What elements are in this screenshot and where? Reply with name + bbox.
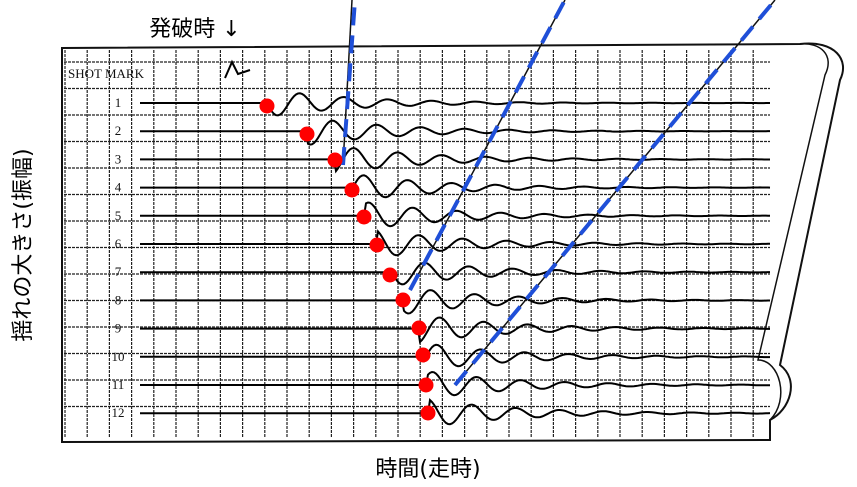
arrival-dot (370, 238, 385, 253)
trace-label: 5 (115, 208, 122, 223)
trace-label: 1 (115, 95, 122, 110)
trace-label: 8 (115, 292, 122, 307)
x-axis-label: 時間(走時) (375, 457, 480, 482)
arrival-dot (412, 321, 427, 336)
arrival-dot (396, 293, 411, 308)
arrival-dot (383, 268, 398, 283)
arrival-dot (328, 153, 343, 168)
shot-time-label: 発破時 ↓ (149, 17, 240, 42)
trace-label: 3 (115, 151, 122, 166)
trace-label: 10 (112, 349, 125, 364)
arrival-dot (421, 406, 436, 421)
shot-mark: SHOT MARK (68, 66, 145, 81)
arrival-dot (416, 348, 431, 363)
trace-label: 9 (115, 321, 122, 336)
trace-label: 4 (115, 180, 122, 195)
diagram: 発破時 ↓ SHOT MARK 時間(走時) 揺れの大きさ(振幅) 123456… (0, 0, 857, 487)
arrival-dot (419, 378, 434, 393)
arrival-dot (345, 183, 360, 198)
trace-label: 2 (115, 123, 122, 138)
arrival-dot (300, 127, 315, 142)
trace-label: 7 (115, 264, 122, 279)
y-axis-label: 揺れの大きさ(振幅) (11, 148, 36, 341)
arrival-dot (357, 210, 372, 225)
trace-label: 6 (115, 236, 122, 251)
trace-label: 12 (112, 405, 125, 420)
trace-label: 11 (112, 377, 125, 392)
arrival-dot (260, 99, 275, 114)
